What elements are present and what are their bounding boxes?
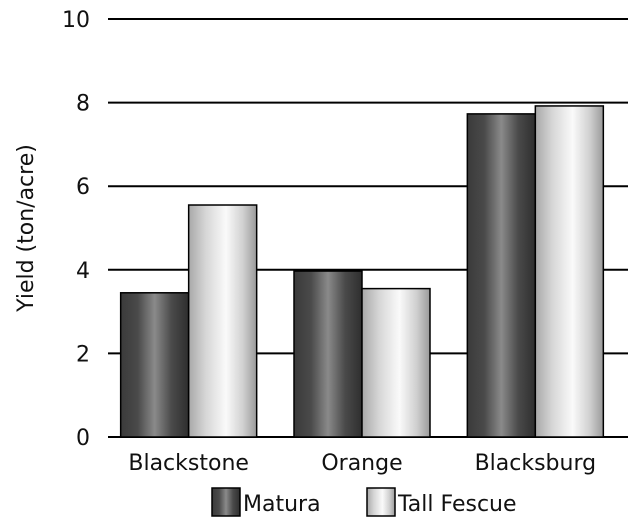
legend-swatch-tall-fescue [366, 487, 396, 517]
legend-swatch-matura [211, 487, 241, 517]
bar-blacksburg-matura [466, 113, 537, 438]
y-tick-label-6: 6 [76, 175, 90, 200]
bar-blackstone-matura [119, 292, 190, 438]
x-tick-label-orange: Orange [321, 451, 402, 476]
bar-blackstone-tall-fescue [187, 204, 258, 438]
legend-label-tall-fescue: Tall Fescue [397, 492, 517, 517]
x-tick-label-blacksburg: Blacksburg [475, 451, 597, 476]
y-axis-ticks: 0 2 4 6 8 10 [62, 8, 90, 451]
x-tick-label-blackstone: Blackstone [128, 451, 249, 476]
y-tick-label-10: 10 [62, 8, 90, 33]
legend-label-matura: Matura [243, 492, 321, 517]
y-tick-label-4: 4 [76, 259, 90, 284]
bar-blacksburg-tall-fescue [534, 105, 605, 438]
x-axis-ticks: Blackstone Orange Blacksburg [128, 451, 596, 476]
y-tick-label-2: 2 [76, 342, 90, 367]
y-axis-label: Yield (ton/acre) [14, 144, 39, 313]
y-tick-label-0: 0 [76, 426, 90, 451]
bar-orange-matura [293, 270, 363, 438]
legend: Matura Tall Fescue [211, 487, 517, 517]
bar-orange-tall-fescue [361, 287, 431, 438]
bars [119, 105, 605, 438]
y-tick-label-8: 8 [76, 92, 90, 117]
